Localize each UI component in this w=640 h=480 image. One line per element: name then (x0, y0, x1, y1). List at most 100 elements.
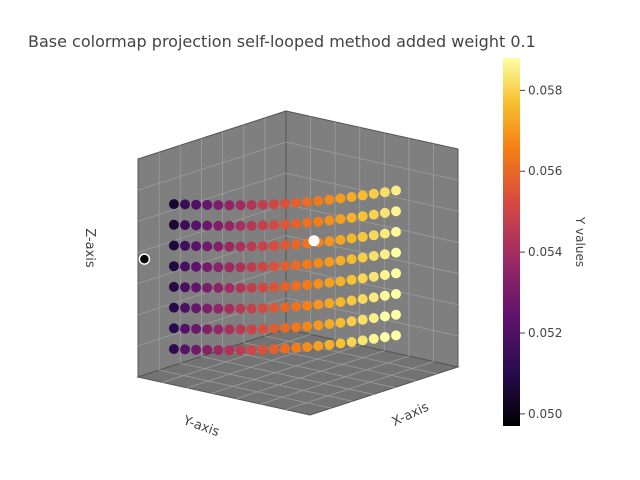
data-point (346, 192, 357, 202)
data-point (379, 207, 390, 218)
gridline (285, 141, 459, 181)
data-point (302, 279, 313, 290)
data-point (224, 345, 235, 356)
data-point (313, 320, 324, 331)
gridline (201, 356, 374, 395)
gridline (264, 335, 437, 375)
data-point (357, 231, 368, 242)
data-point (391, 309, 401, 320)
data-point (346, 254, 357, 265)
data-point (213, 324, 224, 335)
gridline (137, 266, 287, 316)
colorbar-tick-label: 0.054 (528, 245, 562, 259)
data-point (224, 283, 235, 293)
data-point (257, 324, 268, 334)
data-point (180, 302, 190, 313)
data-point (391, 226, 401, 237)
data-point (257, 303, 268, 314)
data-point (202, 262, 213, 273)
data-point (191, 241, 202, 252)
data-point (324, 339, 335, 350)
data-point (213, 303, 224, 314)
data-point (291, 342, 302, 353)
data-point (313, 278, 324, 289)
data-point (180, 323, 190, 334)
data-point (280, 302, 290, 313)
data-point (324, 256, 335, 267)
data-point (235, 283, 246, 293)
data-point (235, 220, 246, 231)
data-point (302, 342, 313, 352)
data-point (391, 185, 401, 196)
data-point (168, 199, 179, 210)
data-point (302, 197, 313, 207)
data-point (335, 338, 346, 349)
gridline (159, 369, 332, 409)
data-point (268, 261, 279, 272)
data-point (357, 273, 368, 284)
data-point (280, 343, 290, 354)
data-point (335, 297, 346, 307)
data-point (268, 220, 279, 230)
gridline (137, 172, 287, 222)
data-point (346, 233, 357, 244)
data-point (246, 282, 257, 293)
data-point (168, 240, 179, 251)
data-point (346, 212, 357, 223)
data-point (191, 323, 202, 334)
data-point (335, 276, 346, 287)
gridline (285, 266, 459, 306)
data-points (138, 185, 401, 356)
chart-title: Base colormap projection self-looped met… (28, 32, 536, 51)
data-point (368, 271, 379, 282)
data-point (191, 261, 202, 272)
data-point (202, 241, 213, 252)
data-point (224, 324, 235, 335)
data-point (246, 200, 257, 210)
data-point (291, 280, 302, 291)
data-point (379, 311, 390, 322)
data-point (202, 303, 213, 314)
data-point (302, 259, 313, 270)
data-point (257, 220, 268, 231)
gridline (180, 362, 353, 402)
data-point (257, 282, 268, 293)
data-point (168, 302, 179, 313)
data-point (191, 199, 202, 210)
data-point (180, 344, 190, 355)
data-point (357, 314, 368, 325)
data-point (313, 216, 324, 227)
data-point (224, 303, 235, 314)
data-point (268, 240, 279, 251)
data-point (213, 241, 224, 252)
data-point (168, 261, 179, 272)
data-point (280, 240, 290, 251)
data-point (313, 299, 324, 310)
data-point (391, 206, 401, 217)
data-point (291, 239, 302, 250)
data-point (202, 344, 213, 355)
z-axis-label: Z-axis (82, 228, 97, 268)
data-point (257, 261, 268, 272)
colorbar-title: Y values (573, 216, 587, 267)
data-point (168, 344, 179, 354)
data-point (246, 345, 257, 355)
colorbar-tick-label: 0.050 (528, 407, 562, 421)
data-point (302, 321, 313, 332)
colorbar-tick-label: 0.052 (528, 326, 562, 340)
y-axis-label: Y-axis (180, 413, 221, 440)
data-point (268, 344, 279, 355)
data-point (213, 262, 224, 273)
data-point (357, 190, 368, 201)
data-point (368, 313, 379, 324)
colorbar-gradient (503, 58, 520, 426)
data-point (379, 187, 390, 198)
data-point (246, 220, 257, 231)
data-point (246, 241, 257, 252)
data-point (280, 322, 290, 333)
data-point (268, 199, 279, 210)
data-point (202, 199, 213, 210)
data-point (191, 282, 202, 293)
data-point (368, 209, 379, 220)
